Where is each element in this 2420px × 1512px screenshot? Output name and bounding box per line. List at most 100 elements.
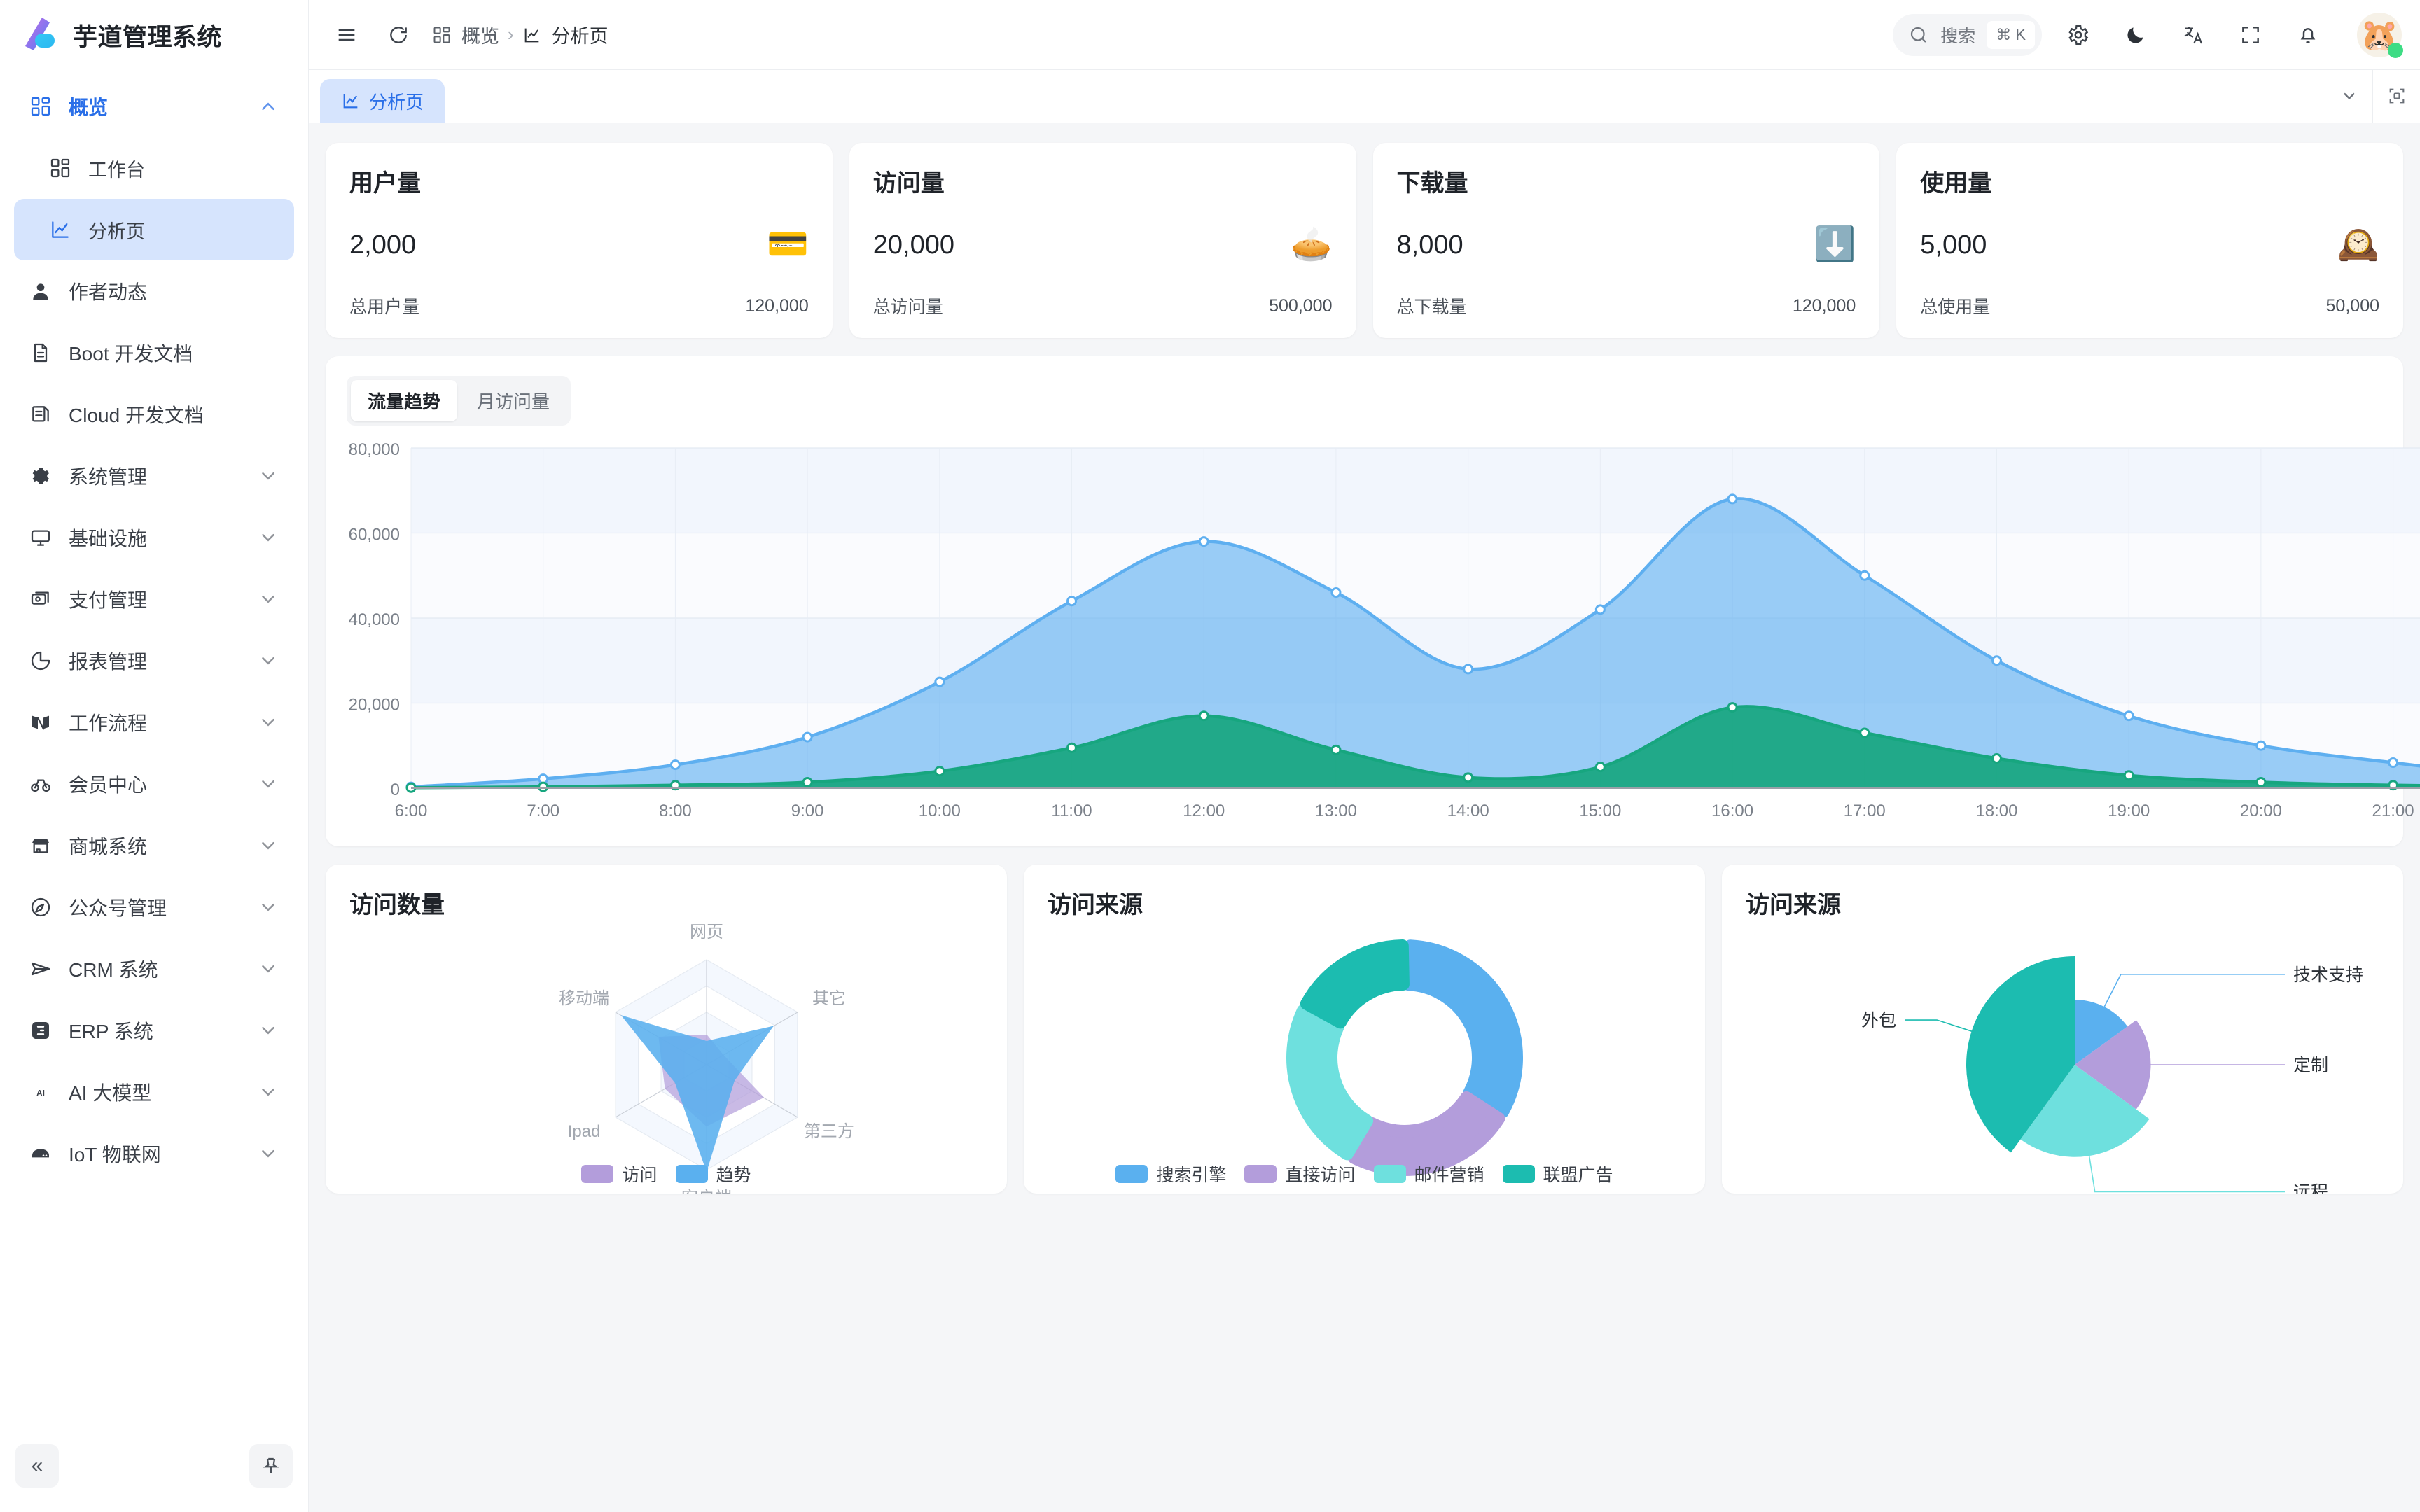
donut-legend: 搜索引擎 直接访问 邮件营销 联盟广告 [1024,1161,1705,1186]
chevron-down-icon[interactable] [258,835,279,856]
avatar[interactable]: 🐹 [2357,12,2403,58]
chevron-down-icon[interactable] [258,958,279,979]
chevron-down-icon[interactable] [258,465,279,486]
chart-line-icon [524,28,539,42]
erp-icon [32,1022,49,1039]
legend-swatch [1502,1165,1535,1183]
sidebar-item-16[interactable]: AI AI 大模型 [14,1061,294,1123]
chevron-down-icon [262,1027,274,1035]
sidebar-item-15[interactable]: ERP 系统 [14,1000,294,1061]
stat-value: 8,000 [1396,230,1463,260]
legend-item-2[interactable]: 邮件营销 [1373,1161,1484,1186]
chevron-down-icon[interactable] [258,589,279,610]
legend-item-3[interactable]: 联盟广告 [1502,1161,1613,1186]
trend-tab-traffic[interactable]: 流量趋势 [351,380,458,421]
logo-row[interactable]: 芋道管理系统 [0,0,308,70]
legend-item-1[interactable]: 直接访问 [1244,1161,1356,1186]
legend-label: 邮件营销 [1414,1166,1484,1185]
legend-label: 直接访问 [1285,1166,1356,1185]
sidebar-item-9[interactable]: 报表管理 [14,630,294,692]
sidebar-item-2[interactable]: 分析页 [14,199,294,260]
tab-dropdown-button[interactable] [2325,69,2372,122]
menu-toggle-button[interactable] [328,17,365,53]
legend-item-1[interactable]: 趋势 [675,1161,751,1186]
sidebar: 芋道管理系统 概览 工作台分析页作者动态 Boot 开发文档 Cloud 开发文档 系统… [0,0,309,1512]
sidebar-item-label: 分析页 [88,220,145,242]
legend-swatch [1115,1165,1148,1183]
stat-title: 使用量 [1920,170,1992,197]
stat-value: 20,000 [872,230,954,260]
breadcrumb-item-analysis[interactable]: 分析页 [522,21,609,48]
fullscreen-button[interactable] [2232,17,2269,53]
chevron-down-icon[interactable] [258,1082,279,1102]
notifications-button[interactable] [2290,17,2326,53]
send-icon [31,962,50,976]
sidebar-item-4[interactable]: Boot 开发文档 [14,322,294,384]
chevron-up-icon[interactable] [258,96,279,117]
legend-item-0[interactable]: 搜索引擎 [1115,1161,1226,1186]
svg-text:20:00: 20:00 [2240,802,2282,820]
sidebar-item-14[interactable]: CRM 系统 [14,938,294,1000]
sidebar-menu: 概览 工作台分析页作者动态 Boot 开发文档 Cloud 开发文档 系统管理 基础设施支… [0,70,308,1435]
svg-text:0: 0 [391,780,400,799]
tab-analysis[interactable]: 分析页 [320,79,445,122]
content-fullscreen-button[interactable] [2372,69,2420,122]
stat-foot-label: 总使用量 [1920,298,1991,317]
stat-value: 2,000 [349,230,417,260]
legend-label: 趋势 [716,1166,751,1185]
breadcrumb-separator: › [508,24,514,45]
pin-icon [263,1457,279,1473]
sidebar-item-17[interactable]: IoT 物联网 [14,1123,294,1184]
chevron-down-icon[interactable] [258,527,279,548]
grid-icon [29,94,59,118]
dark-mode-button[interactable] [2118,17,2154,53]
sidebar-item-5[interactable]: Cloud 开发文档 [14,384,294,445]
tab-bar-controls [2325,69,2420,122]
stat-card-row: 用户量 2,000 💳 总用户量 120,000 访问量 20,000 🥧 总访… [326,143,2403,338]
chevron-down-icon[interactable] [258,712,279,733]
sidebar-item-13[interactable]: 公众号管理 [14,876,294,938]
bike-icon [31,779,50,792]
chevron-down-icon[interactable] [258,1020,279,1041]
sidebar-item-12[interactable]: 商城系统 [14,815,294,876]
ai-icon: AI [36,1088,45,1098]
pie-icon [31,651,50,671]
sidebar-item-8[interactable]: 支付管理 [14,568,294,630]
search-button[interactable]: 搜索 ⌘ K [1893,13,2042,56]
chevron-down-icon[interactable] [258,774,279,794]
sidebar-item-1[interactable]: 工作台 [14,137,294,199]
sidebar-item-3[interactable]: 作者动态 [14,260,294,322]
svg-text:AI: AI [36,1088,45,1098]
app-logo-icon [21,15,60,55]
svg-text:12:00: 12:00 [1183,802,1225,820]
doc-icon [29,341,59,365]
sidebar-item-label: 作者动态 [69,281,148,303]
collapse-sidebar-button[interactable]: « [15,1444,59,1488]
sidebar-item-11[interactable]: 会员中心 [14,753,294,815]
refresh-button[interactable] [380,17,417,53]
pin-sidebar-button[interactable] [249,1444,293,1488]
chevron-down-icon[interactable] [258,1143,279,1164]
tab-bar: 分析页 [309,69,2420,123]
language-button[interactable] [2175,17,2211,53]
sidebar-item-0[interactable]: 概览 [14,76,294,137]
stat-card-3: 使用量 5,000 🕰️ 总使用量 50,000 [1896,143,2403,338]
breadcrumb-item-overview[interactable]: 概览 [432,21,499,48]
sidebar-item-7[interactable]: 基础设施 [14,507,294,568]
svg-text:其它: 其它 [812,989,846,1008]
sidebar-item-10[interactable]: 工作流程 [14,692,294,753]
settings-button[interactable] [2060,17,2096,53]
chart-line-icon [49,218,78,241]
sidebar-item-label: 商城系统 [69,836,148,858]
chevron-down-icon[interactable] [258,650,279,671]
chart-line-icon [52,221,69,238]
ai-icon: AI [29,1080,59,1104]
grid-icon [31,97,50,116]
chevron-down-icon[interactable] [258,897,279,918]
sidebar-item-6[interactable]: 系统管理 [14,445,294,507]
trend-tab-monthly[interactable]: 月访问量 [477,391,550,412]
chevron-down-icon [262,534,274,542]
shop-icon [29,834,59,858]
legend-item-0[interactable]: 访问 [581,1161,658,1186]
